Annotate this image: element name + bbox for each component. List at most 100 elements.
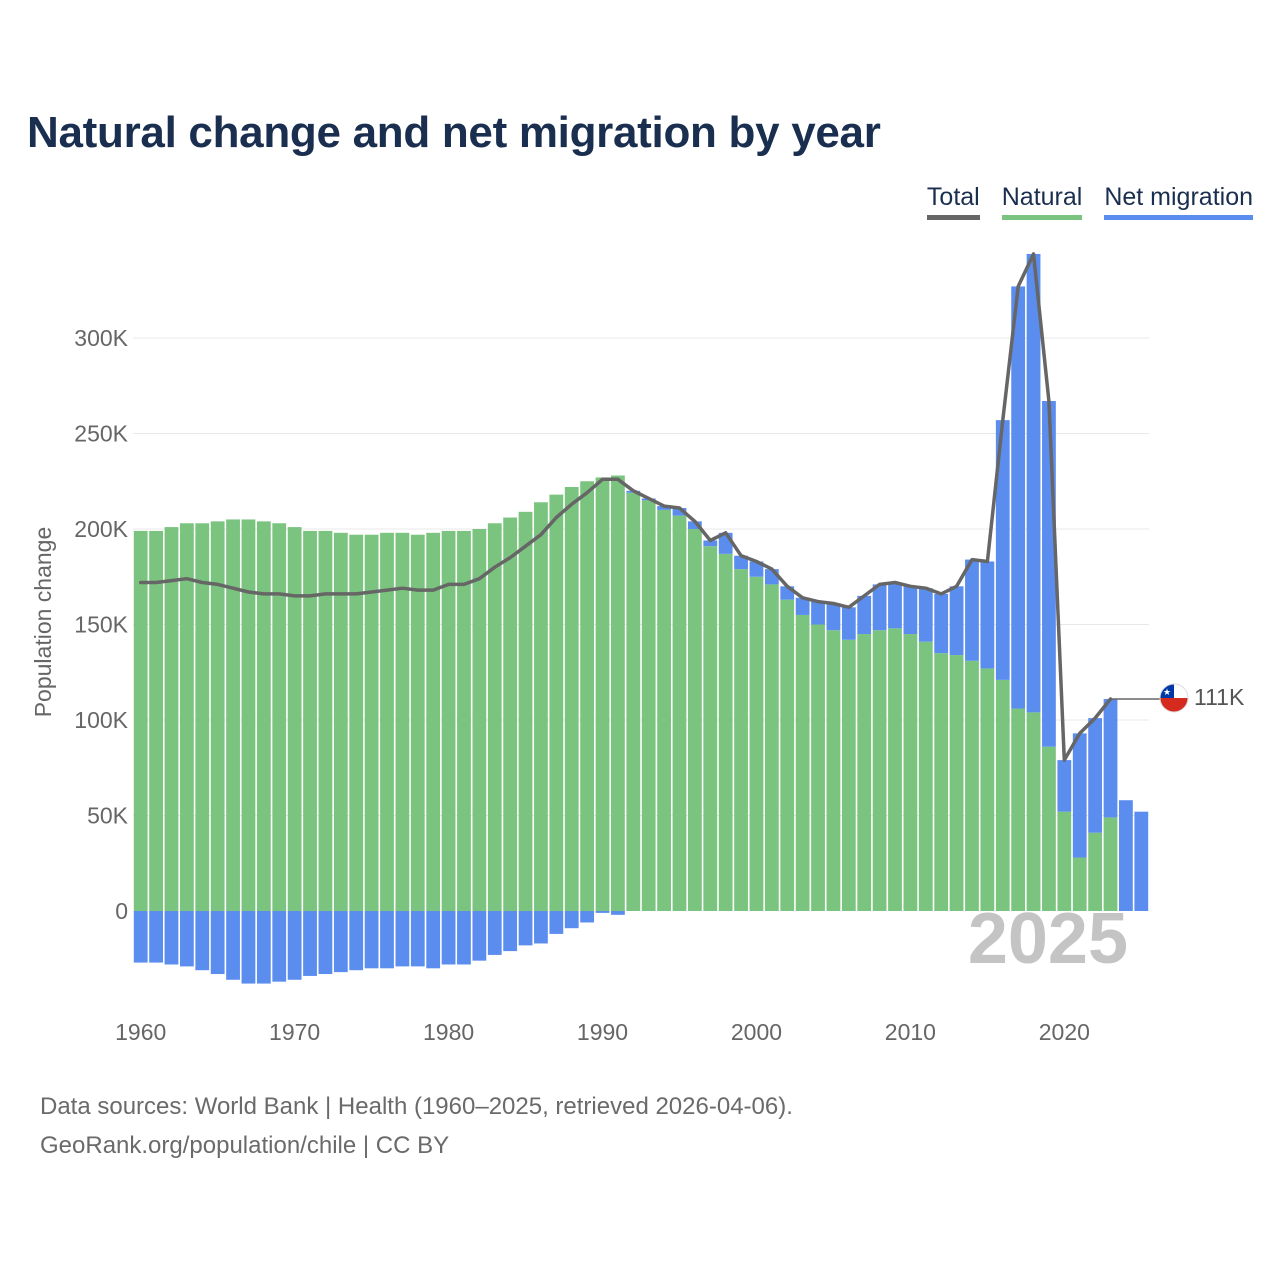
source-link[interactable]: GeoRank.org/population/chile | CC BY <box>40 1132 450 1159</box>
x-tick-label: 1960 <box>115 1019 166 1045</box>
net-migration-bar <box>826 603 841 631</box>
natural-bar <box>364 534 379 911</box>
net-migration-bar <box>811 601 825 625</box>
year-watermark: 2025 <box>968 899 1128 979</box>
net-migration-bar <box>518 911 533 946</box>
natural-bar <box>241 519 256 911</box>
legend: Total Natural Net migration <box>926 183 1253 220</box>
natural-bar <box>764 584 779 911</box>
natural-bar <box>672 515 687 911</box>
natural-bar <box>395 532 410 911</box>
natural-bar <box>872 630 887 911</box>
net-migration-bar <box>903 586 918 635</box>
net-migration-bar <box>472 911 487 961</box>
natural-bar <box>256 521 271 911</box>
natural-bar <box>780 599 795 911</box>
x-tick-label: 2020 <box>1039 1019 1090 1045</box>
chile-flag-icon: ★ <box>1159 683 1189 713</box>
natural-bar <box>549 494 564 911</box>
net-migration-bar <box>611 911 625 915</box>
net-migration-bar <box>564 911 579 929</box>
natural-bar <box>888 628 902 911</box>
natural-bar <box>1026 712 1041 911</box>
footer: Data sources: World Bank | Health (1960–… <box>40 1087 793 1165</box>
net-migration-bar <box>503 911 518 952</box>
natural-bar <box>811 624 825 911</box>
natural-bar <box>734 569 748 911</box>
natural-bar <box>487 523 502 911</box>
y-tick-label: 250K <box>74 421 128 447</box>
natural-bar <box>687 529 702 911</box>
net-migration-bar <box>149 911 163 963</box>
natural-bar <box>826 630 841 911</box>
bars <box>133 253 1149 984</box>
natural-bar <box>318 530 333 911</box>
legend-item-natural[interactable]: Natural <box>1001 183 1083 220</box>
y-tick-label: 200K <box>74 516 128 542</box>
net-migration-bar <box>241 911 256 984</box>
net-migration-bar <box>995 420 1010 680</box>
x-tick-label: 1990 <box>577 1019 628 1045</box>
x-axis: 1960 1970 1980 1990 2000 2010 2020 <box>115 1019 1090 1045</box>
natural-bar <box>749 576 764 911</box>
natural-bar <box>164 527 179 911</box>
natural-bar <box>841 639 856 911</box>
net-migration-bar <box>333 911 348 973</box>
y-tick-label: 100K <box>74 707 128 733</box>
x-tick-label: 2010 <box>885 1019 936 1045</box>
natural-bar <box>195 523 210 911</box>
net-migration-bar <box>595 911 610 913</box>
net-migration-bar <box>857 595 872 635</box>
chart-title: Natural change and net migration by year <box>27 108 881 157</box>
net-migration-bar <box>1011 286 1026 709</box>
y-tick-label: 50K <box>87 803 129 829</box>
natural-bar <box>503 517 518 911</box>
natural-bar <box>934 653 949 911</box>
natural-bar <box>149 530 163 911</box>
net-migration-bar <box>226 911 240 980</box>
net-migration-bar <box>1026 253 1041 713</box>
natural-bar <box>857 634 872 911</box>
natural-bar <box>641 500 656 911</box>
net-migration-bar <box>1042 401 1056 747</box>
y-tick-label: 150K <box>74 612 128 638</box>
grid-lines <box>133 337 1149 816</box>
net-migration-bar <box>395 911 410 967</box>
net-migration-bar <box>965 559 979 661</box>
net-migration-bar <box>872 584 887 631</box>
net-migration-bar <box>918 588 933 642</box>
natural-bar <box>303 530 317 911</box>
legend-item-net-migration[interactable]: Net migration <box>1104 183 1253 220</box>
net-migration-bar <box>380 911 394 969</box>
net-migration-bar <box>734 555 748 570</box>
net-migration-bar <box>703 540 718 547</box>
net-migration-bar <box>487 911 502 955</box>
net-migration-bar <box>349 911 364 971</box>
net-migration-bar <box>1134 811 1149 911</box>
net-migration-bar <box>1103 698 1118 818</box>
net-migration-bar <box>426 911 441 969</box>
natural-bar <box>1072 857 1087 911</box>
net-migration-bar <box>272 911 287 982</box>
net-migration-bar <box>549 911 564 934</box>
x-tick-label: 1980 <box>423 1019 474 1045</box>
x-tick-label: 1970 <box>269 1019 320 1045</box>
natural-bar <box>580 481 595 911</box>
natural-bar <box>441 530 456 911</box>
total-line <box>138 252 1113 762</box>
legend-item-total[interactable]: Total <box>926 183 980 220</box>
natural-bar <box>965 660 979 911</box>
natural-bar <box>380 532 394 911</box>
net-migration-bar <box>749 561 764 577</box>
net-migration-bar <box>364 911 379 969</box>
natural-bar <box>410 534 425 911</box>
natural-bar <box>534 502 548 911</box>
natural-bar <box>287 527 302 911</box>
natural-bar <box>1011 708 1026 911</box>
net-migration-bar <box>949 586 964 656</box>
natural-bar <box>1088 832 1103 911</box>
natural-bar <box>995 679 1010 911</box>
net-migration-bar <box>534 911 548 944</box>
natural-bar <box>1103 817 1118 911</box>
